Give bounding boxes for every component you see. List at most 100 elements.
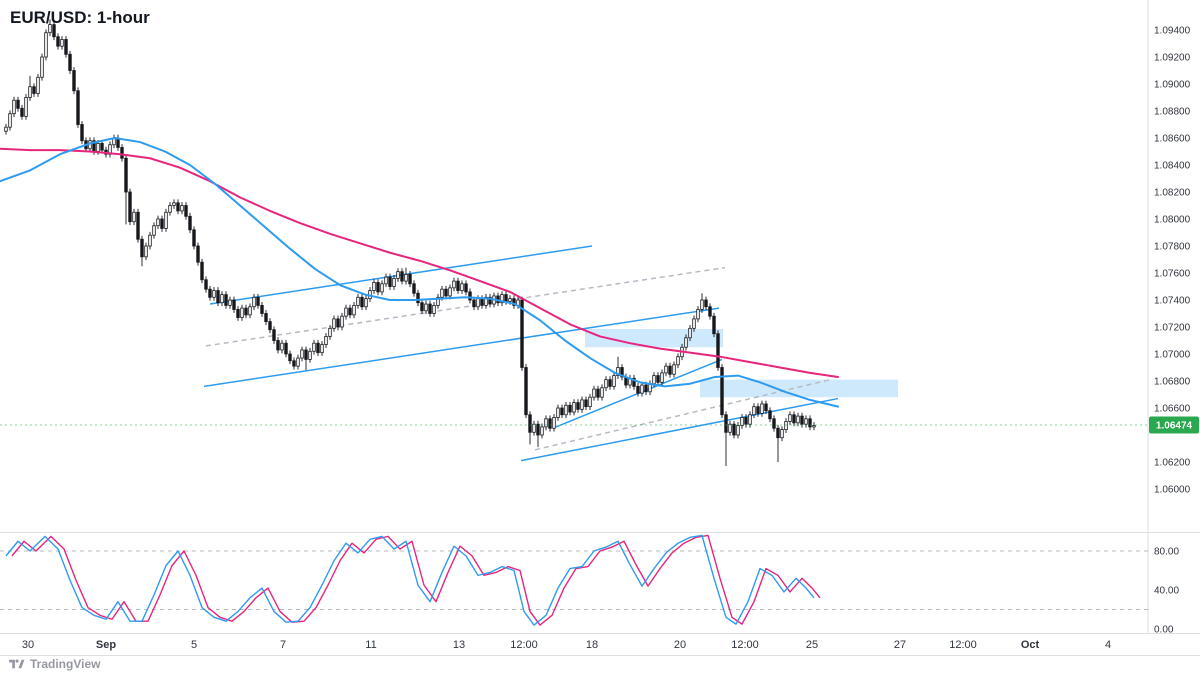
candle-up [540, 426, 544, 436]
candle-up [432, 304, 436, 314]
price-scale-label: 1.06200 [1154, 458, 1191, 469]
price-scale-label: 1.08600 [1154, 134, 1191, 145]
candle-up [312, 342, 316, 352]
candle-down [808, 418, 812, 428]
candle-down [204, 279, 208, 290]
candle-down [720, 367, 724, 416]
candle-up [748, 414, 752, 425]
tradingview-logo-icon [9, 659, 25, 669]
candle-down [64, 39, 68, 55]
time-scale-label: 11 [365, 639, 376, 651]
candle-down [800, 415, 804, 425]
d-line [11, 534, 821, 626]
channel1-mid[interactable] [205, 266, 726, 347]
candle-down [768, 410, 772, 420]
candle-down [620, 367, 624, 378]
candle-down [360, 296, 364, 308]
price-scale-label: 1.09200 [1154, 53, 1191, 64]
candle-up [60, 39, 64, 47]
candle-up [612, 375, 616, 387]
candle-up [24, 97, 28, 117]
candle-down [456, 280, 460, 291]
candle-down [260, 304, 264, 314]
fast-ma [0, 137, 839, 408]
candle-up [640, 384, 644, 394]
candle-down [596, 388, 600, 398]
time-scale-label: 30 [22, 639, 34, 651]
channel2-bottom[interactable] [520, 397, 839, 462]
candle-down [668, 365, 672, 375]
candle-up [380, 283, 384, 293]
candle-up [564, 404, 568, 416]
candle-down [176, 202, 180, 212]
candle-up [532, 423, 536, 433]
candle-down [236, 309, 240, 318]
candle-down [76, 90, 80, 125]
last-price-badge-value: 1.06474 [1156, 421, 1193, 432]
resistance-zone-2[interactable] [700, 379, 898, 398]
candle-up [364, 298, 368, 308]
candle-up [600, 387, 604, 398]
candle-down [272, 329, 276, 341]
candle-up [556, 407, 560, 418]
last-price-badge [1149, 416, 1199, 434]
candle-up [788, 414, 792, 422]
time-scale[interactable]: 30 Sep 5 7 11 13 12:00 18 20 12:00 25 27 12:00 Oct 4 [22, 639, 1111, 651]
candle-up [152, 225, 156, 236]
candle-down [224, 294, 228, 306]
time-scale-label: 5 [191, 639, 197, 651]
candle-up [340, 315, 344, 328]
channel2-mid[interactable] [534, 378, 831, 451]
tradingview-logo[interactable]: TradingView [8, 657, 100, 671]
price-scale-label: 1.07800 [1154, 242, 1191, 253]
candle-down [584, 399, 588, 408]
candle-up [728, 423, 732, 433]
price-scale[interactable]: 1.09400 1.09200 1.09000 1.08800 1.08600 1.084… [1154, 26, 1191, 496]
candle-down [124, 157, 128, 193]
price-scale-label: 1.08400 [1154, 161, 1191, 172]
candle-up [248, 306, 252, 316]
candle-down [408, 273, 412, 285]
candle-down [128, 191, 132, 223]
candle-up [96, 142, 100, 152]
oscillator-scale-label: 0.00 [1154, 625, 1174, 636]
candle-up [252, 296, 256, 308]
candle-up [300, 349, 304, 359]
candle-down [480, 298, 484, 306]
candle-up [220, 294, 224, 304]
candle-down [548, 418, 552, 429]
candle-down [208, 288, 212, 298]
candle-down [316, 342, 320, 354]
candle-down [716, 333, 720, 368]
candle-up [392, 277, 396, 287]
oscillator-scale-label: 80.00 [1154, 547, 1179, 558]
candle-down [388, 276, 392, 287]
candle-up [28, 86, 32, 98]
channel1-bottom[interactable] [203, 307, 720, 388]
oscillator-pane[interactable]: 80.00 40.00 0.00 [0, 534, 1179, 636]
candle-down [568, 404, 572, 413]
time-scale-label: 7 [280, 639, 286, 651]
candle-down [52, 24, 56, 38]
candles-layer [4, 19, 816, 467]
candle-up [12, 99, 16, 115]
candle-up [672, 364, 676, 375]
candle-down [744, 417, 748, 425]
candle-up [356, 296, 360, 306]
price-scale-label: 1.09000 [1154, 80, 1191, 91]
zones-layer[interactable] [585, 329, 898, 398]
candle-up [460, 283, 464, 291]
candle-up [280, 342, 284, 351]
candle-down [336, 318, 340, 328]
candle-down [724, 414, 728, 433]
candle-up [688, 327, 692, 339]
time-scale-label: 18 [586, 639, 598, 651]
candle-up [384, 276, 388, 285]
candle-down [712, 315, 716, 335]
candle-up [372, 282, 376, 291]
last-price-layer: 1.06474 [0, 416, 1199, 434]
candle-down [632, 377, 636, 387]
price-scale-label: 1.09400 [1154, 26, 1191, 37]
candle-down [56, 36, 60, 47]
